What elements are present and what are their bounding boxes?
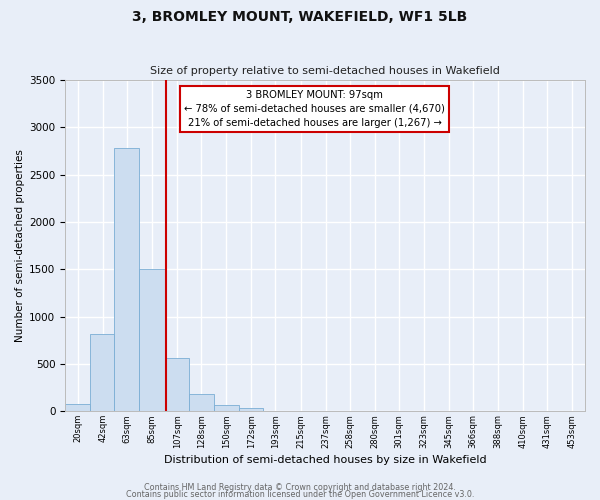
Bar — [214, 405, 239, 411]
Bar — [114, 148, 139, 411]
Bar — [139, 270, 164, 412]
Bar — [164, 358, 188, 412]
Text: 3 BROMLEY MOUNT: 97sqm
← 78% of semi-detached houses are smaller (4,670)
21% of : 3 BROMLEY MOUNT: 97sqm ← 78% of semi-det… — [184, 90, 445, 128]
Bar — [239, 408, 263, 412]
Bar — [90, 334, 114, 411]
Bar — [188, 394, 214, 411]
Y-axis label: Number of semi-detached properties: Number of semi-detached properties — [15, 149, 25, 342]
Text: 3, BROMLEY MOUNT, WAKEFIELD, WF1 5LB: 3, BROMLEY MOUNT, WAKEFIELD, WF1 5LB — [133, 10, 467, 24]
Text: Contains public sector information licensed under the Open Government Licence v3: Contains public sector information licen… — [126, 490, 474, 499]
Title: Size of property relative to semi-detached houses in Wakefield: Size of property relative to semi-detach… — [150, 66, 500, 76]
Bar — [65, 404, 90, 411]
Text: Contains HM Land Registry data © Crown copyright and database right 2024.: Contains HM Land Registry data © Crown c… — [144, 484, 456, 492]
X-axis label: Distribution of semi-detached houses by size in Wakefield: Distribution of semi-detached houses by … — [164, 455, 487, 465]
